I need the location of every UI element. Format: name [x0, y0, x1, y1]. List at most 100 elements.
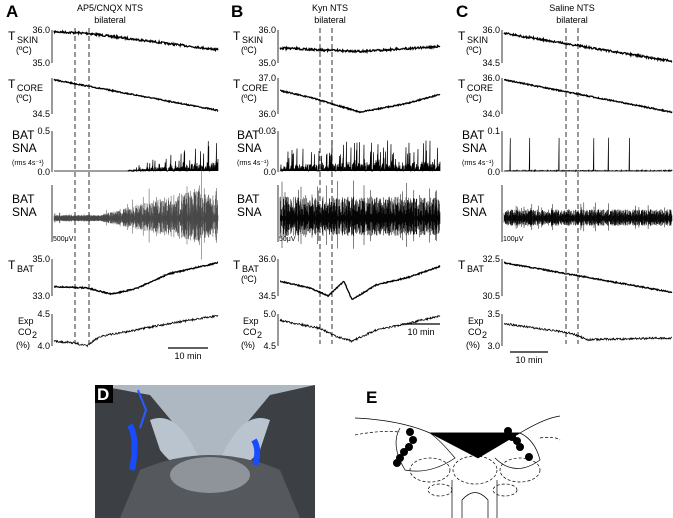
y-tick-label: 36.0 [258, 254, 276, 264]
row-label-sub: BAT [467, 264, 484, 274]
row-label: T [8, 258, 16, 272]
row-label: BAT [237, 128, 260, 142]
scale-label: 500μV [53, 236, 74, 243]
row-label: Exp [243, 316, 259, 326]
row-label: SNA [12, 205, 37, 219]
row-label: (rms 4s⁻¹) [462, 160, 494, 167]
trace [54, 141, 219, 173]
row-label: T [8, 77, 16, 91]
row-label: SNA [462, 205, 487, 219]
row-label-sub: CORE [467, 83, 493, 93]
row-label: SNA [12, 141, 37, 155]
histology-image: D [95, 385, 315, 518]
y-tick-label: 3.5 [487, 309, 500, 319]
treatment-label: Kyn NTS [312, 3, 348, 13]
y-tick-label: 32.5 [482, 254, 500, 264]
row-label: T [233, 29, 241, 43]
scale-label: 50μV [279, 236, 296, 243]
trace [279, 180, 441, 249]
row-label: BAT [12, 128, 35, 142]
trace [53, 29, 219, 53]
row-label-sub: 2 [482, 330, 487, 340]
panel-letter: E [366, 388, 377, 407]
row-label: CO [243, 327, 257, 337]
row-unit: (ºC) [466, 45, 482, 55]
row-unit: (%) [16, 340, 30, 350]
schematic: E [354, 388, 561, 518]
y-tick-label: 35.0 [32, 58, 50, 68]
y-tick-label: 30.5 [482, 291, 500, 301]
trace [53, 261, 219, 296]
treatment-label: bilateral [94, 15, 126, 25]
row-label-sub: CORE [17, 83, 43, 93]
trace [53, 167, 219, 260]
y-tick-label: 36.0 [258, 25, 276, 35]
treatment-label: bilateral [314, 15, 346, 25]
y-tick-label: 35.0 [258, 58, 276, 68]
trace [279, 89, 441, 114]
trace [503, 137, 673, 173]
y-tick-label: 0.0 [263, 167, 276, 177]
trace [279, 264, 441, 300]
time-scale-label: 10 min [407, 327, 434, 337]
y-tick-label: 5.0 [263, 309, 276, 319]
row-label: SNA [237, 141, 262, 155]
y-tick-label: 36.0 [482, 25, 500, 35]
trace [53, 314, 219, 348]
y-tick-label: 35.0 [32, 254, 50, 264]
row-label: CO [18, 327, 32, 337]
y-tick-label: 0.1 [487, 126, 500, 136]
row-label: (rms 4s⁻¹) [12, 160, 44, 167]
trace [503, 31, 673, 63]
row-label-sub: SKIN [17, 35, 38, 45]
row-unit: (%) [466, 340, 480, 350]
row-unit: (ºC) [16, 45, 32, 55]
trace [503, 202, 673, 232]
trace [53, 78, 219, 113]
row-label-sub: BAT [17, 264, 34, 274]
row-unit: (%) [241, 340, 255, 350]
y-tick-label: 0.0 [37, 167, 50, 177]
row-label: BAT [462, 192, 485, 206]
y-tick-label: 0.0 [487, 167, 500, 177]
y-tick-label: 34.5 [482, 58, 500, 68]
treatment-label: bilateral [556, 15, 588, 25]
row-label: T [458, 77, 466, 91]
row-label: T [233, 77, 241, 91]
row-label: BAT [12, 192, 35, 206]
row-label: CO [468, 327, 482, 337]
panel-letter: C [456, 2, 468, 21]
row-unit: (ºC) [466, 93, 482, 103]
row-unit: (ºC) [241, 274, 257, 284]
y-tick-label: 37.0 [258, 73, 276, 83]
trace [279, 140, 441, 173]
row-unit: (ºC) [16, 93, 32, 103]
trace [279, 314, 441, 343]
treatment-label: AP5/CNQX NTS [77, 3, 143, 13]
treatment-label: Saline NTS [549, 3, 595, 13]
scale-label: 100μV [503, 236, 524, 243]
row-label-sub: 2 [257, 330, 262, 340]
y-tick-label: 34.0 [482, 109, 500, 119]
row-label: SNA [462, 141, 487, 155]
time-scale-label: 10 min [174, 351, 201, 361]
y-tick-label: 3.0 [487, 341, 500, 351]
row-label: Exp [18, 316, 34, 326]
row-label-sub: SKIN [242, 35, 263, 45]
trace [503, 261, 673, 294]
row-label-sub: SKIN [467, 35, 488, 45]
row-label: (rms 4s⁻¹) [237, 160, 269, 167]
row-label: T [233, 258, 241, 272]
y-tick-label: 4.5 [263, 341, 276, 351]
y-tick-label: 4.5 [37, 309, 50, 319]
trace [504, 78, 673, 114]
row-label: BAT [462, 128, 485, 142]
row-label-sub: CORE [242, 83, 268, 93]
row-label: T [458, 29, 466, 43]
panel-letter: D [97, 385, 109, 404]
row-unit: (ºC) [241, 93, 257, 103]
row-unit: (ºC) [241, 45, 257, 55]
row-label: BAT [237, 192, 260, 206]
row-label: SNA [237, 205, 262, 219]
